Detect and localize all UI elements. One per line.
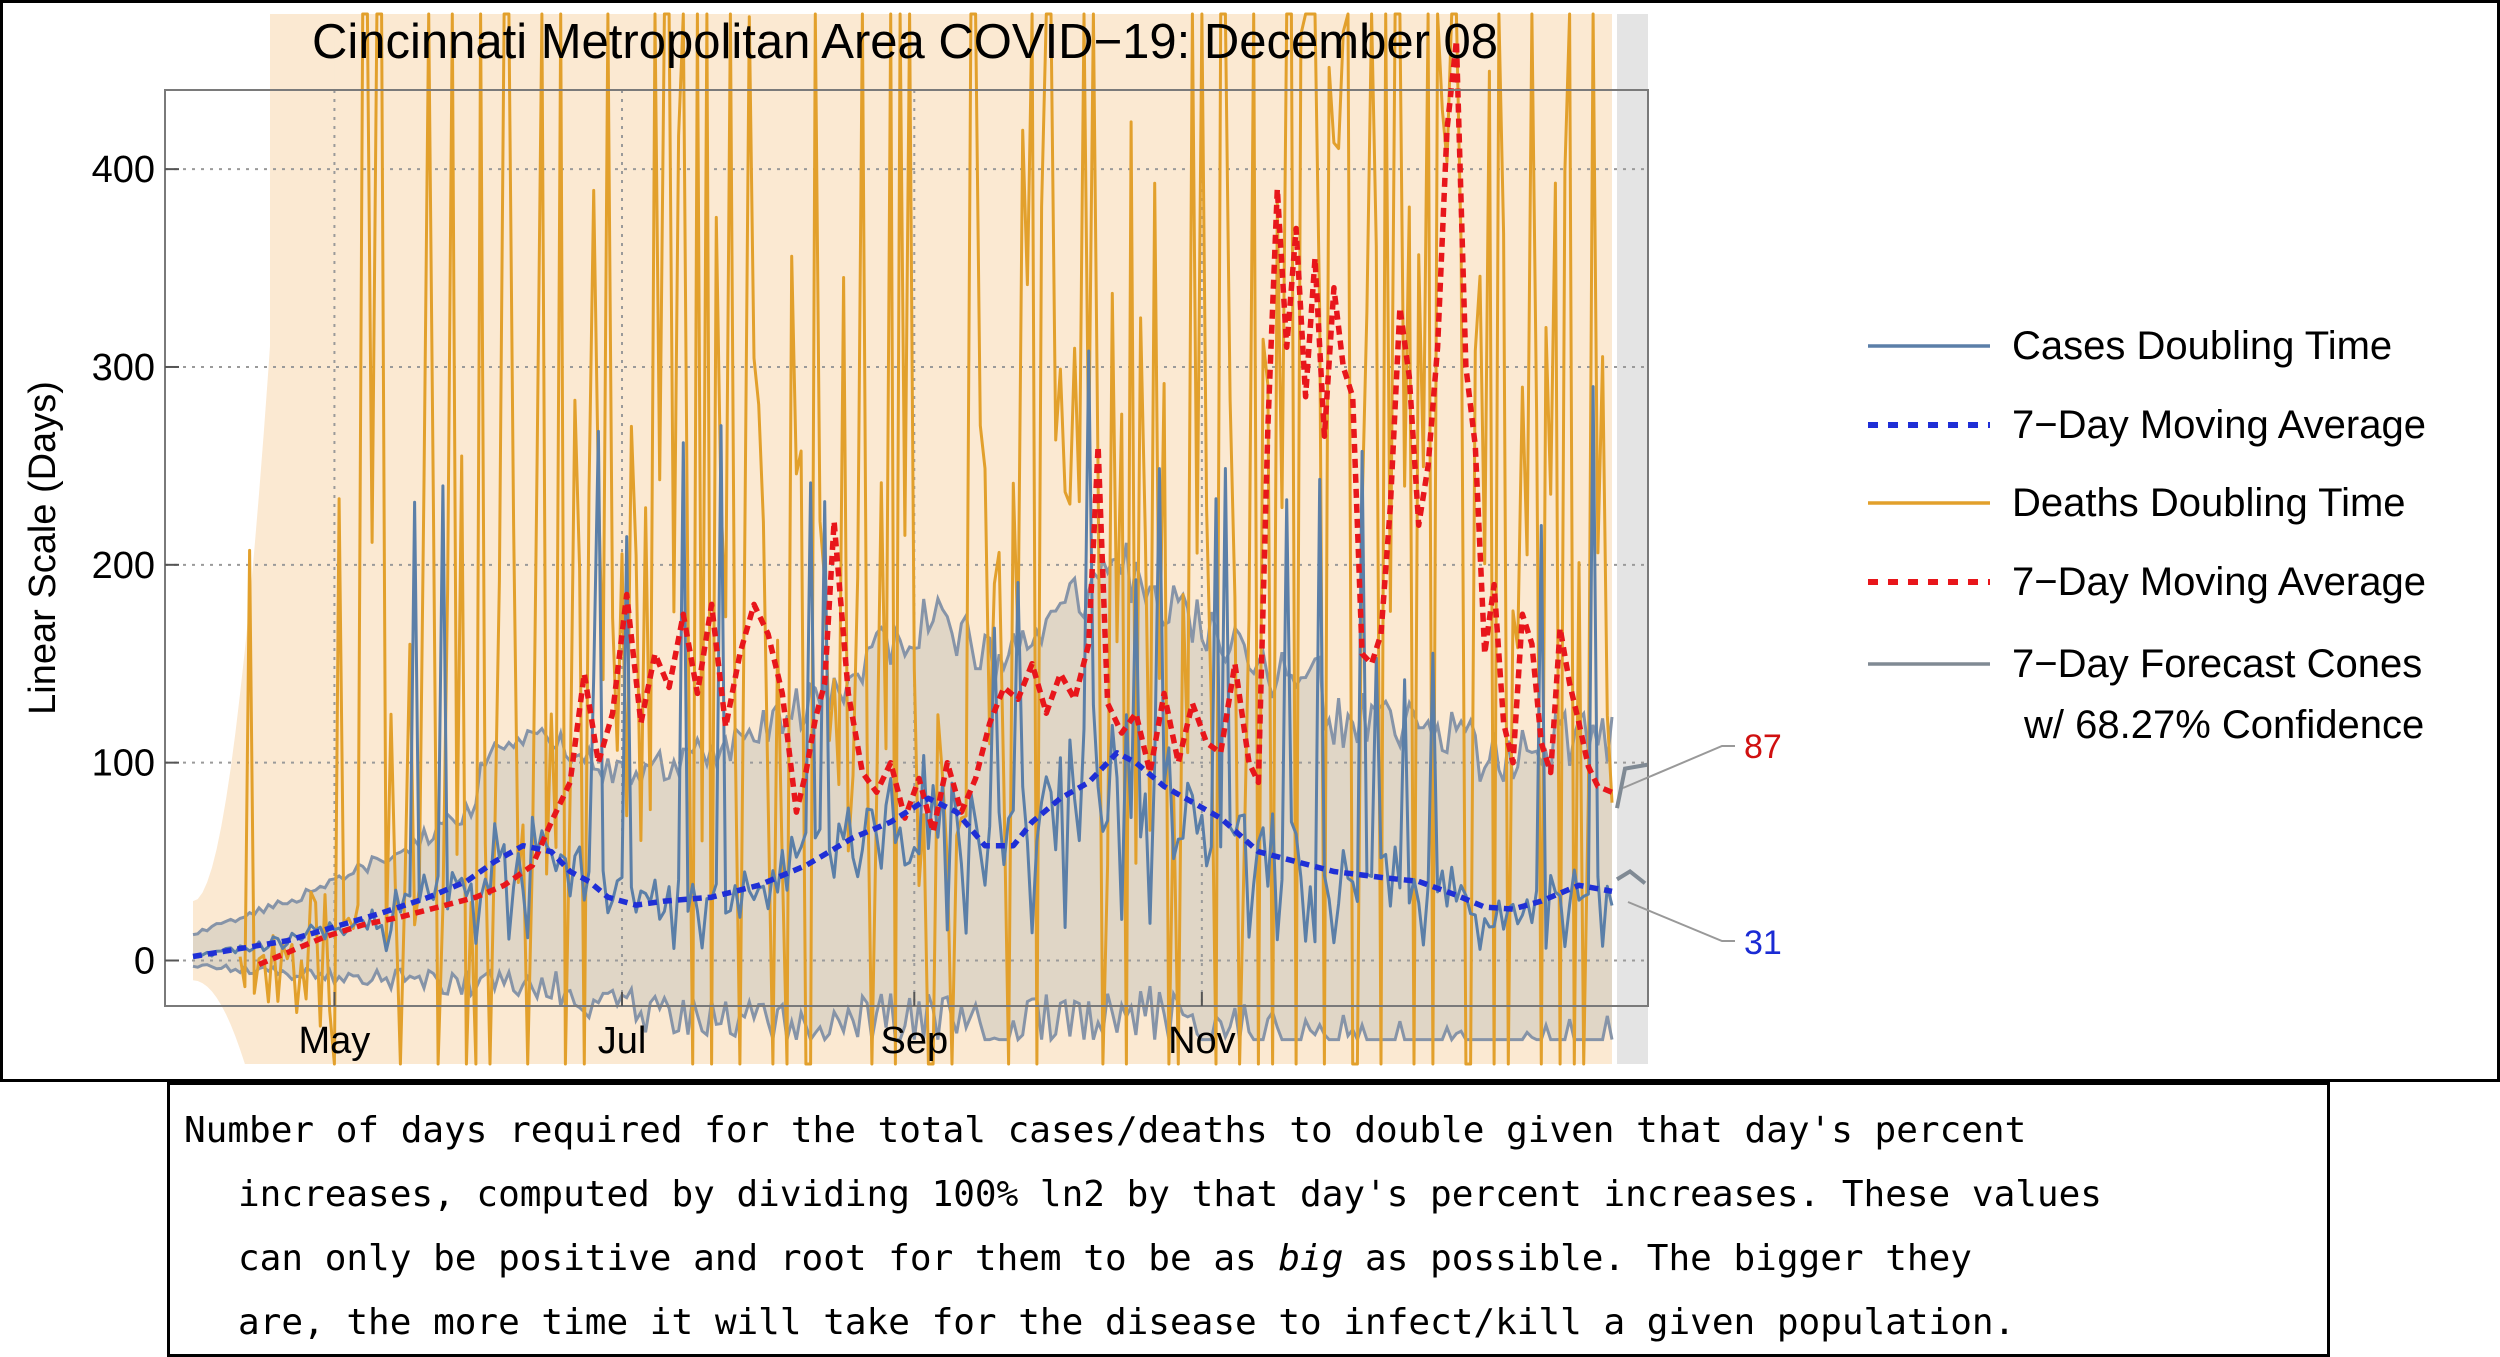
y-tick-label-0: 0 <box>134 940 155 982</box>
end-label-leader-deaths <box>1622 745 1735 789</box>
frame-layer <box>164 89 1649 1007</box>
caption-box: Number of days required for the total ca… <box>167 1082 2330 1357</box>
deaths-doubling-layer <box>238 12 1614 1066</box>
legend-label-2: Deaths Doubling Time <box>2012 481 2406 525</box>
legend-label-1: 7−Day Moving Average <box>2012 403 2426 447</box>
deaths-spread-ramp <box>193 30 335 1065</box>
chart: Cincinnati Metropolitan Area COVID−19: D… <box>0 0 2500 1082</box>
y-tick-label-1: 100 <box>92 743 155 785</box>
y-tick-label-2: 200 <box>92 545 155 587</box>
forecast-cone-cases <box>1615 869 1647 885</box>
end-label-deaths: 87 <box>1744 728 1782 766</box>
x-tick-label-0: May <box>299 1020 371 1062</box>
caption-line-2: increases, computed by dividing 100% ln2… <box>238 1174 2102 1215</box>
end-label-leader-cases <box>1627 901 1735 942</box>
deaths-doubling-line <box>238 12 1614 1066</box>
text-layer: Cincinnati Metropolitan Area COVID−19: D… <box>22 15 2426 1062</box>
caption-line-3-start: can only be positive and root for them t… <box>238 1238 1279 1279</box>
deaths-moving-average-line <box>257 37 1614 968</box>
x-tick-label-2: Sep <box>880 1020 948 1062</box>
y-tick-label-3: 300 <box>92 347 155 389</box>
cases-band-lower <box>192 963 1614 1044</box>
caption-line-4: are, the more time it will take for the … <box>238 1302 2016 1343</box>
y-axis-label: Linear Scale (Days) <box>22 381 64 715</box>
caption-line-1: Number of days required for the total ca… <box>184 1110 2027 1151</box>
forecast-region <box>1617 14 1648 1064</box>
end-label-cases: 31 <box>1744 924 1782 962</box>
caption-line-3: can only be positive and root for them t… <box>184 1227 2311 1291</box>
caption-emphasis: big <box>1278 1238 1344 1279</box>
y-tick-label-4: 400 <box>92 149 155 191</box>
forecast-cone-deaths <box>1615 762 1649 809</box>
legend-label-0: Cases Doubling Time <box>2012 324 2392 368</box>
plot-frame <box>164 89 1649 1007</box>
legend-label-4: 7−Day Forecast Cones <box>2012 642 2422 686</box>
cases-moving-average-line <box>192 750 1613 960</box>
x-tick-label-1: Jul <box>598 1020 647 1062</box>
figure-border <box>0 0 2500 1082</box>
legend-label-3: 7−Day Moving Average <box>2012 560 2426 604</box>
legend-label-4-line2: w/ 68.27% Confidence <box>2023 703 2424 747</box>
caption-line-3-end: as possible. The bigger they <box>1343 1238 1972 1279</box>
chart-title: Cincinnati Metropolitan Area COVID−19: D… <box>312 15 1498 69</box>
moving-average-layer <box>192 37 1614 968</box>
x-tick-label-3: Nov <box>1168 1020 1236 1062</box>
